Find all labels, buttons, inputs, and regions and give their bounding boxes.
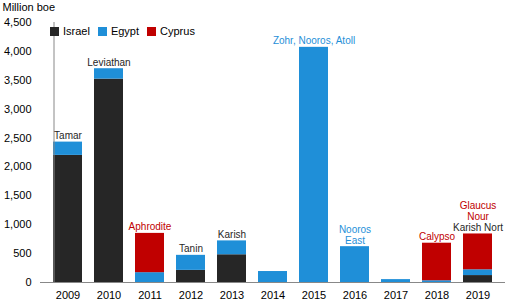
svg-text:1,000: 1,000 (4, 218, 32, 230)
svg-text:Zohr, Nooros, Atoll: Zohr, Nooros, Atoll (273, 35, 355, 46)
svg-text:Karish: Karish (218, 229, 246, 240)
svg-text:Million boe: Million boe (3, 1, 56, 13)
svg-text:NoorosEast: NoorosEast (339, 224, 371, 246)
svg-text:3,500: 3,500 (4, 74, 32, 86)
svg-text:2010: 2010 (97, 289, 121, 301)
html-text:Cyprus: Cyprus (160, 25, 195, 37)
svg-text:Leviathan: Leviathan (87, 57, 130, 68)
svg-text:2015: 2015 (302, 289, 326, 301)
html-text:Egypt: Egypt (110, 25, 139, 37)
svg-text:2009: 2009 (56, 289, 80, 301)
svg-text:0: 0 (25, 276, 31, 288)
svg-text:3,000: 3,000 (4, 103, 32, 115)
svg-text:Tamar: Tamar (54, 130, 82, 141)
svg-text:GlaucusNour: GlaucusNour (460, 200, 497, 222)
svg-text:2016: 2016 (343, 289, 367, 301)
svg-text:2019: 2019 (466, 289, 490, 301)
svg-text:2011: 2011 (138, 289, 162, 301)
svg-text:Aphrodite: Aphrodite (129, 221, 172, 232)
svg-text:2018: 2018 (425, 289, 449, 301)
svg-text:Tanin: Tanin (179, 243, 203, 254)
svg-text:2014: 2014 (261, 289, 285, 301)
svg-text:4,500: 4,500 (4, 16, 32, 28)
svg-text:2017: 2017 (384, 289, 408, 301)
svg-text:4,000: 4,000 (4, 45, 32, 57)
svg-text:2012: 2012 (179, 289, 203, 301)
svg-text:Calypso: Calypso (419, 231, 456, 242)
svg-text:Karish Nort: Karish Nort (453, 222, 503, 233)
svg-text:500: 500 (13, 247, 31, 259)
html-text:Israel: Israel (63, 25, 90, 37)
svg-text:1,500: 1,500 (4, 189, 32, 201)
svg-text:2013: 2013 (220, 289, 244, 301)
svg-text:2,000: 2,000 (4, 160, 32, 172)
svg-text:2,500: 2,500 (4, 132, 32, 144)
